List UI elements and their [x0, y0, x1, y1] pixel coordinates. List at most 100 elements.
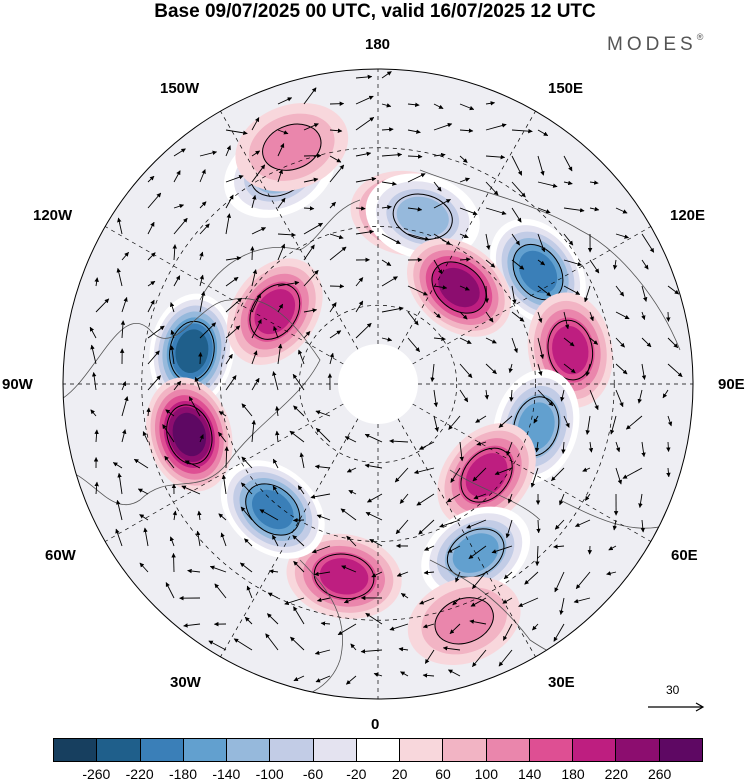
wind-arrow — [369, 539, 383, 547]
wind-arrow — [244, 616, 253, 625]
wind-arrow — [455, 571, 461, 583]
positive-anomaly — [254, 289, 296, 335]
wind-arrow — [348, 489, 357, 495]
wind-arrow — [355, 151, 372, 157]
latitude-circle — [141, 147, 615, 621]
wind-arrow — [667, 415, 673, 427]
wind-arrow — [142, 431, 149, 443]
wind-arrow — [582, 467, 591, 472]
wind-arrow — [485, 311, 494, 323]
wind-arrow — [407, 173, 426, 183]
anomaly-contour — [245, 483, 301, 536]
wind-arrow — [662, 389, 669, 399]
wind-arrow — [225, 213, 232, 235]
wind-arrow — [433, 336, 446, 342]
wind-arrow — [329, 164, 345, 183]
wind-arrow — [589, 259, 600, 274]
wind-arrow — [491, 545, 513, 554]
wind-arrow — [641, 259, 649, 270]
wind-arrow — [224, 446, 229, 469]
wind-arrow — [449, 623, 461, 635]
wind-arrow — [251, 318, 262, 339]
wind-arrow — [498, 649, 513, 667]
lon-label-120e: 120E — [670, 207, 706, 224]
wind-arrow — [551, 467, 565, 482]
wind-arrow — [117, 217, 123, 235]
positive-anomaly — [552, 325, 589, 375]
wind-arrow — [314, 571, 331, 577]
wind-arrow — [559, 597, 565, 615]
wind-arrow — [530, 467, 539, 488]
wind-arrow — [251, 117, 260, 131]
wind-arrow — [433, 389, 439, 408]
wind-arrow — [329, 128, 343, 133]
wind-arrow — [459, 311, 468, 320]
wind-arrow — [143, 527, 149, 547]
wind-arrow — [233, 638, 253, 651]
wind-arrow — [277, 232, 296, 238]
wind-arrow — [277, 243, 286, 261]
wind-arrow — [381, 181, 397, 186]
wind-arrow — [459, 363, 473, 379]
wind-arrow — [433, 152, 446, 158]
wind-arrow — [251, 350, 258, 365]
wind-arrow — [381, 306, 404, 313]
wind-arrow — [277, 197, 286, 209]
wind-arrow — [399, 493, 409, 504]
wind-arrow — [329, 302, 337, 313]
wind-arrow — [476, 441, 487, 446]
wind-arrow — [413, 467, 435, 475]
wind-arrow — [89, 326, 97, 339]
positive-anomaly — [319, 558, 369, 595]
wind-arrow — [666, 441, 671, 452]
wind-arrow — [218, 513, 227, 521]
wind-arrow — [293, 675, 305, 682]
wind-arrow — [537, 207, 551, 214]
wind-arrow — [484, 285, 490, 304]
wind-arrow — [355, 206, 366, 211]
map-title: Base 09/07/2025 00 UTC, valid 16/07/2025… — [154, 1, 596, 22]
wind-arrow — [365, 511, 383, 521]
wind-arrow — [625, 415, 643, 430]
colorbar-tick-label: 60 — [435, 766, 451, 782]
wind-arrow — [459, 233, 469, 239]
wind-arrow — [343, 597, 357, 604]
wind-arrow — [537, 259, 546, 266]
wind-arrow — [484, 389, 489, 400]
wind-arrow — [573, 597, 591, 604]
colorbar-tick-label: -180 — [168, 766, 198, 782]
anomaly-contour — [434, 597, 494, 645]
graticule — [63, 69, 693, 699]
wind-arrow — [112, 462, 123, 469]
wind-arrow — [424, 649, 435, 664]
wind-arrow — [147, 221, 155, 235]
colorbar-swatch — [572, 739, 616, 761]
wind-arrow — [588, 441, 594, 453]
colorbar-tick-label: -220 — [125, 766, 154, 782]
anomaly-contour — [313, 553, 375, 600]
colorbar-tick-label: -60 — [302, 766, 324, 782]
wind-arrow — [433, 285, 448, 290]
wind-arrow — [637, 389, 643, 404]
wind-arrow — [459, 389, 469, 403]
wind-arrow — [447, 545, 461, 553]
wind-arrow — [355, 95, 374, 105]
wind-arrow — [314, 649, 331, 655]
wind-arrow — [187, 568, 201, 574]
wind-arrow — [267, 592, 279, 599]
wind-arrow — [422, 673, 435, 678]
wind-arrow — [170, 329, 175, 339]
wind-arrow — [316, 597, 331, 603]
wind-arrow — [289, 430, 305, 443]
wind-arrow — [563, 259, 583, 267]
wind-arrow — [251, 377, 260, 391]
wind-arrow — [416, 493, 435, 506]
wind-arrow — [459, 285, 470, 291]
wind-arrow — [505, 519, 513, 539]
wind-arrow — [173, 148, 186, 157]
wind-arrow — [277, 129, 289, 135]
wind-arrow — [485, 123, 507, 131]
wind-arrow — [433, 415, 439, 432]
wind-arrow — [537, 285, 552, 297]
wind-arrow — [396, 571, 409, 577]
